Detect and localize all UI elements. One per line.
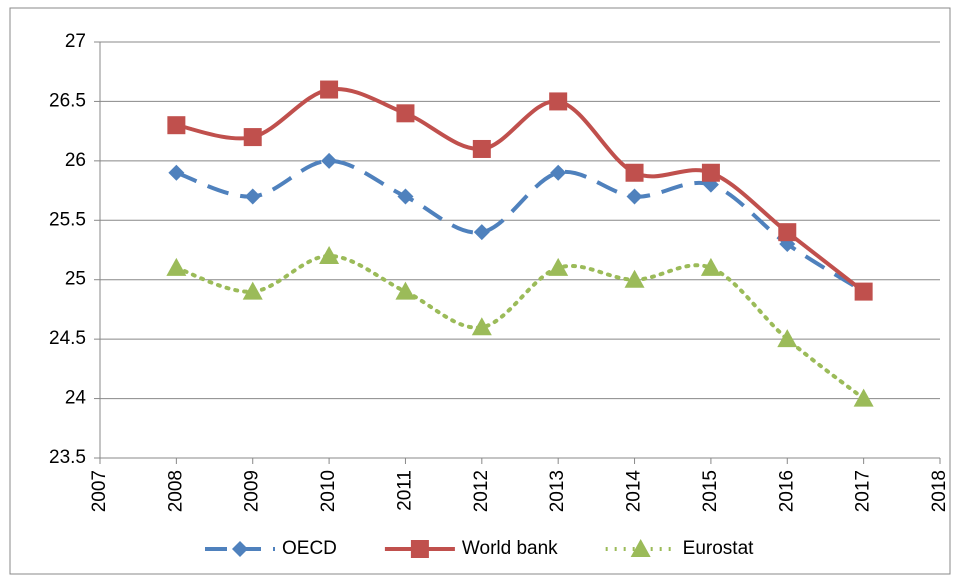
x-tick-label: 2010 xyxy=(318,470,339,512)
data-point xyxy=(701,163,720,182)
y-tick-label: 26.5 xyxy=(49,90,86,111)
y-tick-label: 26 xyxy=(65,150,86,171)
legend-marker xyxy=(630,539,651,557)
y-tick-label: 23.5 xyxy=(49,447,86,468)
legend-label: Eurostat xyxy=(683,538,754,559)
x-tick-label: 2011 xyxy=(394,470,415,511)
series-line xyxy=(175,158,865,294)
series-line xyxy=(175,86,865,294)
y-tick-label: 24 xyxy=(65,388,87,409)
legend-marker xyxy=(232,541,248,557)
data-point xyxy=(243,128,262,147)
data-point xyxy=(473,224,490,241)
y-tick-label: 25 xyxy=(65,269,86,290)
data-point xyxy=(550,164,567,181)
x-tick-label: 2008 xyxy=(165,470,186,512)
data-point xyxy=(166,257,187,276)
data-point xyxy=(320,80,339,99)
data-point xyxy=(626,188,643,205)
legend-marker xyxy=(410,540,429,558)
x-tick-label: 2013 xyxy=(547,470,568,512)
data-point xyxy=(548,257,569,276)
y-tick-label: 25.5 xyxy=(49,209,86,230)
data-point xyxy=(321,152,338,169)
data-point xyxy=(472,139,491,158)
x-tick-label: 2015 xyxy=(700,470,721,512)
data-point xyxy=(242,281,263,300)
data-point xyxy=(624,269,645,288)
chart-border xyxy=(9,7,951,575)
data-point xyxy=(396,104,415,123)
data-point xyxy=(854,282,873,301)
legend-label: OECD xyxy=(282,538,337,559)
legend-label: World bank xyxy=(462,538,558,559)
data-point xyxy=(853,388,874,407)
y-tick-label: 27 xyxy=(65,31,86,52)
data-point xyxy=(397,188,414,205)
y-tick-label: 24.5 xyxy=(49,328,86,349)
data-point xyxy=(168,164,185,181)
data-point xyxy=(778,223,797,242)
x-tick-label: 2017 xyxy=(853,470,874,512)
data-point xyxy=(319,245,340,264)
data-point xyxy=(549,92,568,111)
x-tick-label: 2014 xyxy=(624,470,645,513)
x-tick-label: 2009 xyxy=(242,470,263,512)
data-point xyxy=(471,317,492,336)
x-tick-label: 2012 xyxy=(471,470,492,512)
data-point xyxy=(167,116,186,135)
data-point xyxy=(244,188,261,205)
x-tick-label: 2018 xyxy=(929,470,950,512)
x-tick-label: 2016 xyxy=(776,470,797,512)
data-point xyxy=(700,257,721,276)
data-point xyxy=(777,329,798,348)
data-point xyxy=(395,281,416,300)
data-point xyxy=(625,163,644,182)
series-line xyxy=(174,253,866,401)
x-tick-label: 2007 xyxy=(89,470,110,512)
